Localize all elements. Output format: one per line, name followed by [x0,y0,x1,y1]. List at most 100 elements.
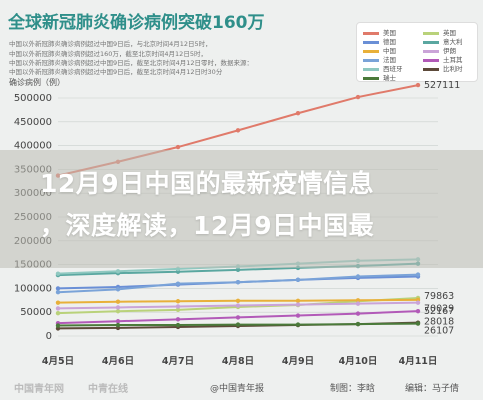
data-point [415,308,421,314]
data-point [115,309,121,314]
y-axis-unit-label: 确诊病例（例） [9,78,65,87]
y-tick-label: 500000 [14,93,52,104]
legend-swatch [423,67,439,71]
end-value-label: 527111 [424,80,460,91]
legend-item: 西班牙 [363,63,403,73]
legend-swatch [363,40,379,44]
legend-item: 土耳其 [423,54,463,64]
y-tick-label: 50000 [20,307,52,318]
producer-label: 制图：李晗 [330,384,376,394]
data-point [55,306,61,311]
legend-swatch [423,58,439,62]
chart-title: 全球新冠肺炎确诊病例突破160万 [8,13,265,33]
data-point [355,94,361,100]
y-tick-label: 450000 [14,117,52,128]
legend-item: 瑞士 [363,72,396,82]
data-point [355,274,361,279]
data-point [235,298,241,303]
logo-china-youth-net: 中国青年网 [14,384,64,395]
data-point [355,298,361,303]
data-point [175,299,181,304]
data-point [295,277,301,283]
legend-label: 瑞士 [383,74,396,82]
data-point [295,302,301,307]
data-point [55,290,61,295]
data-point [175,281,181,286]
legend-swatch [363,49,379,53]
data-point [355,311,361,316]
overlay-banner: 12月9日中国的最新疫情信息 ，深度解读，12月9日中国最 [0,150,483,268]
data-point [295,313,301,318]
data-point [235,280,241,285]
data-point [235,322,241,327]
end-value-label: 52167 [424,306,454,317]
x-tick-label: 4月7日 [162,356,194,367]
data-point [415,321,421,326]
legend-label: 西班牙 [383,65,403,73]
legend-label: 英国 [443,29,456,37]
legend-item: 伊朗 [423,45,456,55]
data-point [235,315,241,320]
editor-label: 编辑：马子倩 [405,384,460,394]
data-point [355,301,361,306]
x-tick-label: 4月6日 [102,356,134,367]
legend-swatch [363,76,379,80]
data-point [115,269,121,274]
data-point [175,307,181,313]
data-point [235,128,241,133]
legend-item: 德国 [363,36,396,46]
y-tick-label: 100000 [14,283,52,294]
legend-swatch [423,31,439,35]
legend-label: 中国 [383,47,396,55]
legend-item: 美国 [363,27,396,37]
data-point [175,304,181,309]
legend-swatch [363,58,379,62]
legend-item: 中国 [363,45,396,55]
data-point [115,305,121,310]
chart-legend: 美国 英国德国 意大利中国 伊朗法国 土耳其西班牙 比利时瑞士 [356,22,478,82]
legend-swatch [363,31,379,35]
subtitle-line-4: 中国以外新冠肺炎确诊病例超过中国9日后，截至北京时间4月12日时30分 [9,68,223,76]
data-point [235,267,241,273]
data-point [415,300,421,305]
legend-swatch [363,67,379,71]
legend-label: 意大利 [443,38,463,46]
subtitle-line-3: 中国以外新冠肺炎确诊病例超过中国9日后，截至北京时间4月12日零时，数据来源： [9,59,254,67]
legend-label: 德国 [383,38,396,46]
data-point [175,144,181,150]
end-value-label: 28018 [424,317,454,328]
data-point [115,322,121,328]
legend-item: 法国 [363,54,396,64]
legend-label: 美国 [383,29,396,37]
end-value-label: 70029 [424,304,454,315]
banner-line-2: ，深度解读，12月9日中国最 [40,211,375,240]
data-point [295,298,301,303]
data-point [295,322,301,327]
x-tick-label: 4月9日 [282,356,314,367]
x-tick-label: 4月10日 [339,356,378,367]
data-point [175,322,181,328]
legend-item: 意大利 [423,36,463,46]
data-point [415,272,421,277]
data-point [115,287,121,292]
subtitle-line-1: 中国以外新冠肺炎确诊病例超过中国9日后，与北京时间4月12日5时， [9,40,212,48]
legend-item: 比利时 [423,63,463,73]
data-point [355,321,361,327]
data-point [115,299,121,304]
data-point [55,286,61,291]
data-point [295,111,301,116]
data-point [415,82,421,88]
logo-zhongqing-online: 中青在线 [88,384,128,395]
end-value-label: 26107 [424,326,454,337]
x-tick-label: 4月5日 [42,356,74,367]
x-tick-label: 4月11日 [399,356,438,367]
end-value-label: 79863 [424,291,454,302]
legend-swatch [423,49,439,53]
legend-swatch [423,40,439,44]
legend-label: 法国 [383,56,396,64]
data-point [55,300,61,305]
data-point [175,317,181,322]
banner-line-1: 12月9日中国的最新疫情信息 [40,169,375,198]
data-point [115,319,121,324]
subtitle-line-2: 中国以外新冠肺炎确诊病例超过160万，截至北京时间4月12日5时， [9,50,207,58]
